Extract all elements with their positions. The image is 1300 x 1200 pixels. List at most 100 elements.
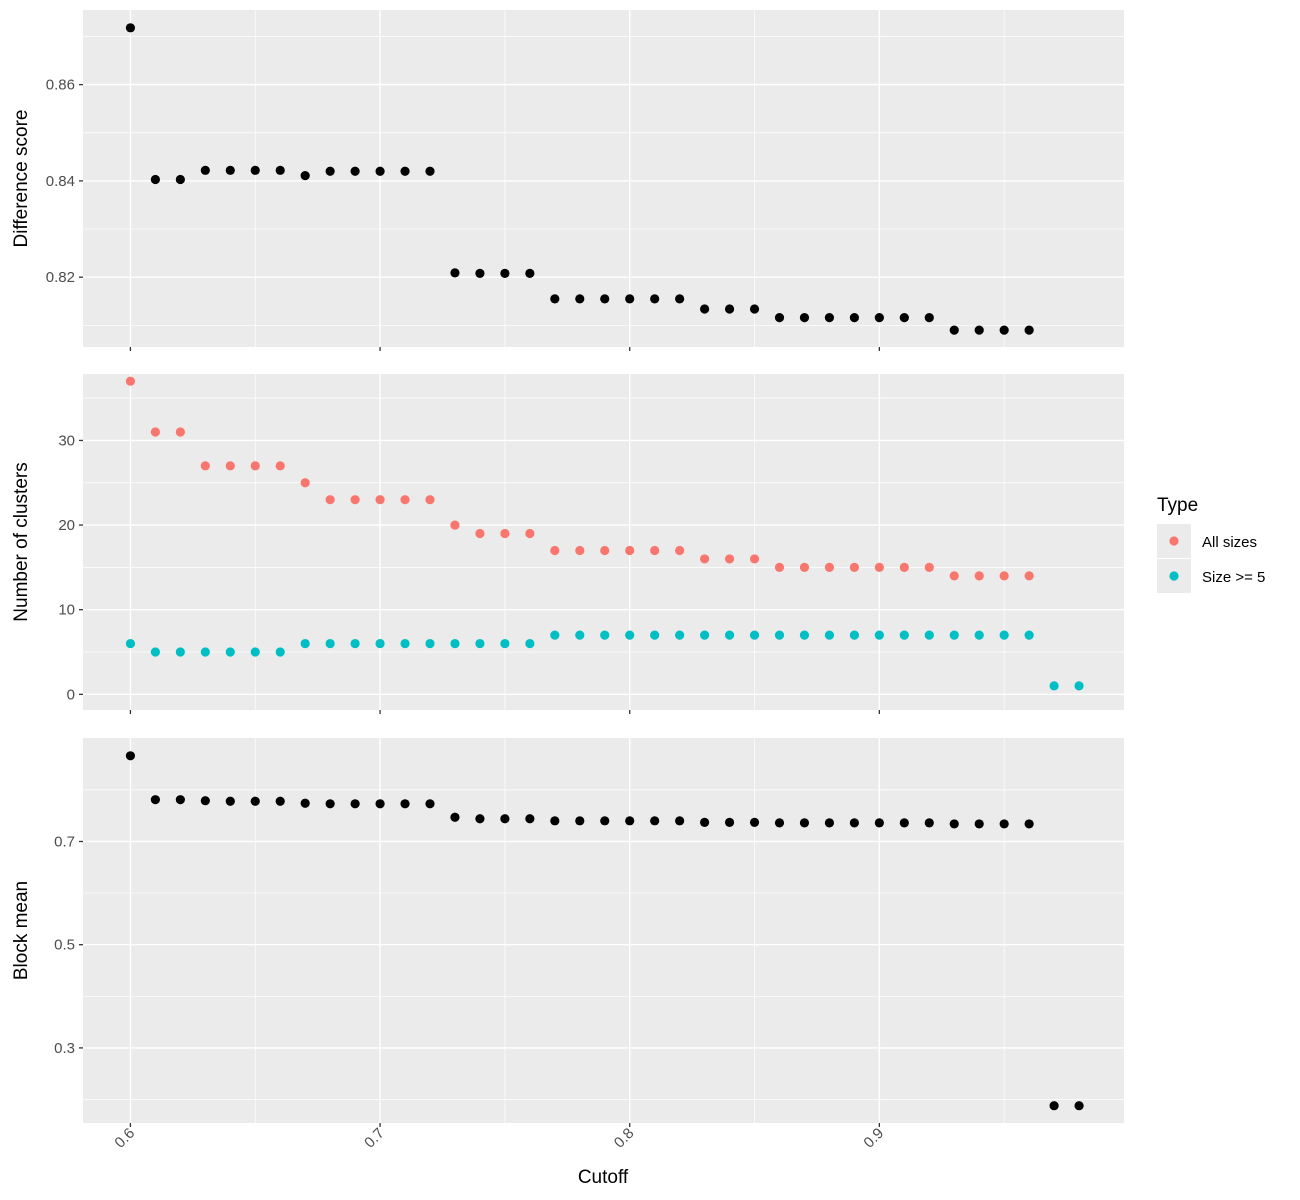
data-point <box>600 816 610 826</box>
data-point <box>974 819 984 829</box>
data-point <box>225 165 235 175</box>
data-point <box>375 166 385 176</box>
legend-label-size-5: Size >= 5 <box>1202 569 1265 586</box>
data-point <box>525 638 535 649</box>
legend-title: Type <box>1157 495 1198 516</box>
data-point <box>400 638 410 649</box>
data-point <box>675 294 685 304</box>
y-axis-title: Number of clusters <box>11 462 32 621</box>
data-point <box>700 630 710 640</box>
data-point <box>949 571 959 581</box>
data-point <box>500 638 510 649</box>
data-point <box>849 313 859 323</box>
data-point <box>225 647 235 657</box>
x-tick-label: 0.9 <box>860 1125 887 1152</box>
data-point <box>275 165 285 175</box>
data-point <box>150 427 160 437</box>
series-size-5 <box>125 630 1084 691</box>
data-point <box>250 647 260 657</box>
data-point <box>1024 819 1034 829</box>
data-point <box>650 816 660 826</box>
legend: Type All sizes Size >= 5 <box>1157 495 1265 593</box>
data-point <box>500 814 510 824</box>
data-point <box>625 630 635 640</box>
data-point <box>325 495 335 505</box>
series-points <box>125 751 1084 1111</box>
data-point <box>575 816 585 826</box>
data-point <box>749 304 760 314</box>
data-point <box>774 562 785 572</box>
data-point <box>1049 681 1059 691</box>
data-point <box>250 165 260 175</box>
data-point <box>799 562 810 572</box>
data-point <box>175 647 185 657</box>
y-tick-label: 10 <box>58 602 75 619</box>
data-point <box>949 325 959 335</box>
data-point <box>600 545 610 556</box>
data-point <box>350 166 360 176</box>
data-point <box>899 562 909 572</box>
y-tick-label: 0.3 <box>54 1040 75 1057</box>
data-point <box>475 638 485 649</box>
data-point <box>125 376 136 386</box>
y-tick-label: 0.84 <box>46 173 75 190</box>
data-point <box>200 647 210 657</box>
data-point <box>400 495 410 505</box>
data-point <box>175 174 185 185</box>
data-point <box>425 638 435 649</box>
data-point <box>650 294 660 304</box>
data-point <box>550 630 560 640</box>
data-point <box>225 461 235 471</box>
data-point <box>675 816 685 826</box>
y-tick-label: 20 <box>58 517 75 534</box>
data-point <box>799 818 810 828</box>
x-tick-label: 0.6 <box>111 1125 138 1152</box>
data-point <box>899 313 909 323</box>
data-point <box>250 461 260 471</box>
data-point <box>675 630 685 640</box>
data-point <box>300 638 310 649</box>
data-point <box>974 325 984 335</box>
panel-difference-score: 0.82 0.84 0.86 Difference score <box>11 10 1124 351</box>
data-point <box>175 427 185 437</box>
data-point <box>475 814 485 824</box>
data-point <box>325 166 335 176</box>
data-point <box>874 630 884 640</box>
data-point <box>749 817 760 827</box>
data-point <box>924 630 934 640</box>
data-point <box>550 816 560 826</box>
data-point <box>924 562 934 572</box>
data-point <box>150 647 160 657</box>
data-point <box>550 545 560 556</box>
data-point <box>824 562 835 572</box>
data-point <box>774 630 785 640</box>
data-point <box>874 562 884 572</box>
data-point <box>300 478 310 488</box>
data-point <box>400 799 410 809</box>
data-point <box>150 174 160 185</box>
data-point <box>550 294 560 304</box>
data-point <box>874 818 884 828</box>
panels-layer: 0.82 0.84 0.86 Difference score 0 10 20 30 Numbe… <box>11 10 1124 1152</box>
data-point <box>724 817 735 827</box>
data-point <box>125 751 136 761</box>
data-point <box>200 796 210 806</box>
data-point <box>700 817 710 827</box>
data-point <box>525 814 535 824</box>
data-point <box>749 554 760 564</box>
data-point <box>575 294 585 304</box>
data-point <box>650 545 660 556</box>
data-point <box>425 495 435 505</box>
data-point <box>799 630 810 640</box>
y-tick-label: 0.5 <box>54 937 75 954</box>
panel-background <box>83 374 1124 710</box>
data-point <box>675 545 685 556</box>
data-point <box>824 818 835 828</box>
data-point <box>225 796 235 806</box>
legend-marker-size-5 <box>1169 571 1179 581</box>
data-point <box>1074 1101 1084 1111</box>
data-point <box>450 812 460 822</box>
data-point <box>600 294 610 304</box>
data-point <box>325 799 335 809</box>
